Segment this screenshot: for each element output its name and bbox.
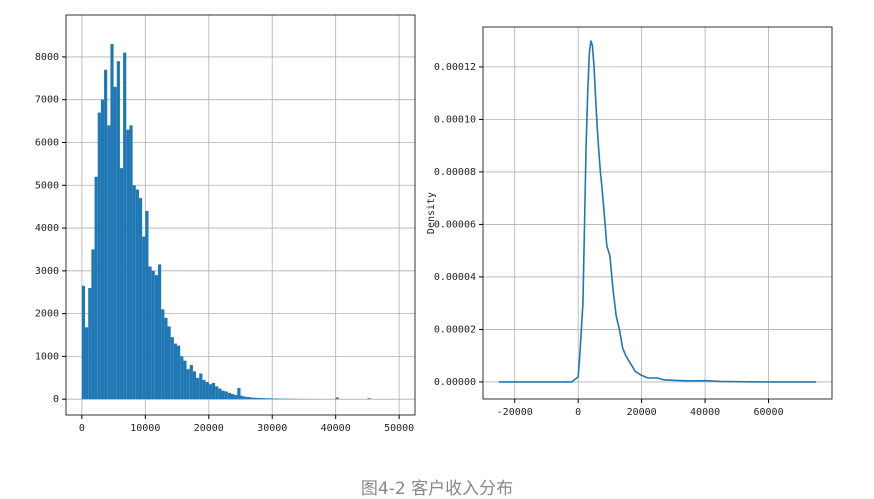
y-tick-label: 3000 <box>35 266 59 277</box>
x-tick-label: 0 <box>575 407 581 418</box>
bar <box>154 275 159 400</box>
plot-frame <box>482 26 833 400</box>
bar <box>85 327 89 400</box>
x-tick-label: 30000 <box>257 423 287 434</box>
y-tick-label: 0.00006 <box>434 219 476 230</box>
bar <box>151 270 155 400</box>
bar <box>129 125 133 400</box>
bar <box>224 391 228 400</box>
bar <box>170 337 174 400</box>
bar <box>186 369 190 400</box>
y-tick-label: 6000 <box>35 137 59 148</box>
bar <box>177 345 181 400</box>
bar <box>148 266 152 400</box>
y-tick-label: 0.00002 <box>434 324 476 335</box>
y-tick-label: 0.00010 <box>434 114 476 125</box>
y-tick-label: 7000 <box>35 95 59 106</box>
bar <box>221 390 225 400</box>
bar <box>237 388 241 400</box>
y-tick-label: 0.00000 <box>434 377 476 388</box>
x-tick-label: 10000 <box>130 423 160 434</box>
x-tick-label: 60000 <box>753 407 783 418</box>
bar <box>189 364 193 400</box>
y-tick-label: 4000 <box>35 223 59 234</box>
bar <box>110 44 114 400</box>
bar <box>234 394 238 400</box>
bar <box>250 397 254 400</box>
bar <box>230 394 235 400</box>
bar <box>123 52 127 400</box>
bar <box>218 388 222 400</box>
bar <box>202 379 206 400</box>
bar <box>142 236 146 400</box>
y-tick-label: 2000 <box>35 309 59 320</box>
bar <box>211 382 216 400</box>
x-tick-label: 20000 <box>194 423 224 434</box>
x-tick-label: 0 <box>79 423 85 434</box>
bar <box>335 397 339 400</box>
caption: 图4-2 客户收入分布 <box>360 479 514 499</box>
x-tick-label: 20000 <box>627 407 657 418</box>
y-tick-label: 0.00012 <box>434 62 476 73</box>
bar <box>227 392 231 400</box>
bar <box>116 61 120 400</box>
bar <box>246 397 251 400</box>
bar <box>132 185 136 400</box>
bar <box>215 386 219 400</box>
page: 0 10000 20000 30000 40000 50000 0 1000 2000 3000 4… <box>35 14 833 499</box>
bar <box>243 396 247 400</box>
y-tick-label: 8000 <box>35 52 59 63</box>
x-tick-label: 40000 <box>690 407 720 418</box>
bar <box>164 317 168 400</box>
y-tick-label: 5000 <box>35 180 59 191</box>
bar <box>269 398 273 400</box>
bar <box>173 343 178 400</box>
bar <box>265 398 270 400</box>
bar <box>119 168 124 400</box>
density-line <box>498 40 817 383</box>
bar <box>256 397 260 400</box>
y-tick-label: 0 <box>53 394 59 405</box>
bar <box>135 189 139 400</box>
bar <box>199 373 203 400</box>
bar <box>100 99 105 400</box>
y-axis-label: Density <box>426 192 437 234</box>
x-tick-label: -20000 <box>497 407 533 418</box>
bar <box>192 371 197 400</box>
x-tick-label: 40000 <box>321 423 351 434</box>
bar <box>208 384 212 400</box>
bar <box>240 395 244 400</box>
bar <box>253 397 257 400</box>
chart: 0 10000 20000 30000 40000 5000001000200030004… <box>35 14 833 434</box>
bar <box>180 356 184 400</box>
bar <box>262 398 266 400</box>
bar <box>161 309 165 400</box>
bar <box>104 69 108 400</box>
y-tick-label: 0.00004 <box>434 272 476 283</box>
bar <box>107 125 111 400</box>
bar <box>167 326 171 400</box>
bar <box>272 398 276 400</box>
y-tick-label: 0.00008 <box>434 167 476 178</box>
x-tick-label: 50000 <box>384 423 414 434</box>
bar <box>113 86 117 400</box>
bar <box>81 285 86 400</box>
bar <box>205 382 209 400</box>
bar <box>138 198 143 400</box>
bar <box>259 398 263 400</box>
bar <box>196 377 200 400</box>
bar <box>183 360 187 400</box>
bar <box>145 210 149 400</box>
bar <box>94 176 98 400</box>
y-tick-label: 1000 <box>35 351 59 362</box>
bar <box>367 398 371 400</box>
bar <box>126 129 130 400</box>
bar <box>275 398 279 400</box>
bar <box>158 264 162 400</box>
bar <box>97 112 101 400</box>
bar <box>88 287 92 400</box>
plot-frame <box>65 14 416 416</box>
bar <box>278 398 282 400</box>
bar <box>91 249 95 400</box>
